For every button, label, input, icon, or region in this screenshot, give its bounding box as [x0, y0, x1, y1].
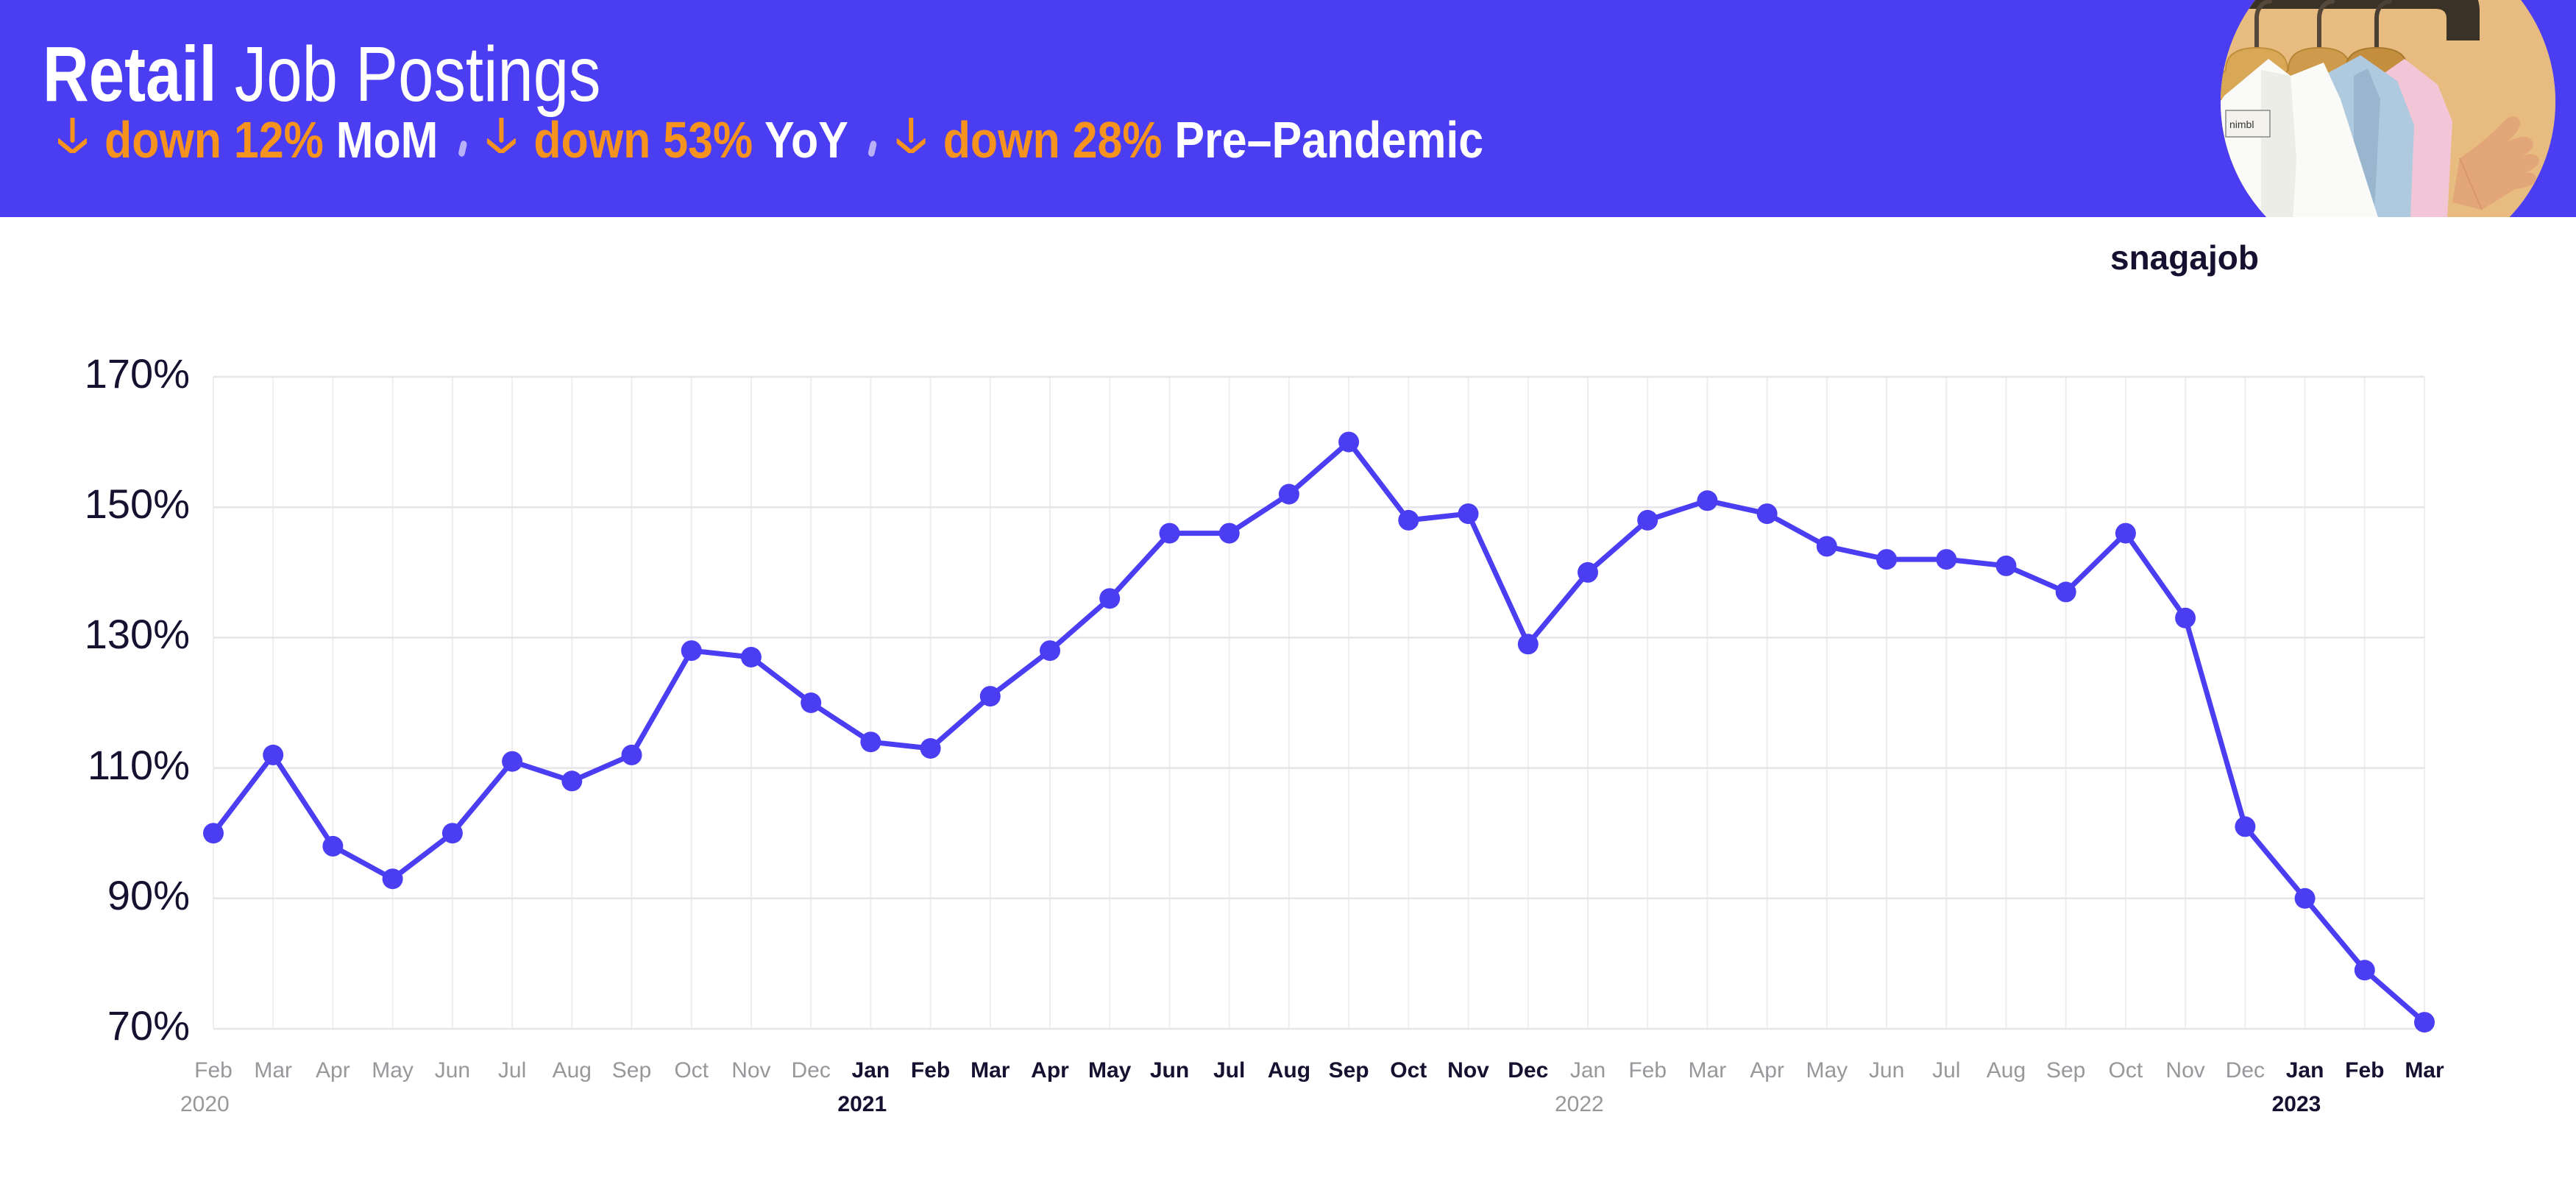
svg-text:nimbl: nimbl: [2229, 118, 2254, 130]
